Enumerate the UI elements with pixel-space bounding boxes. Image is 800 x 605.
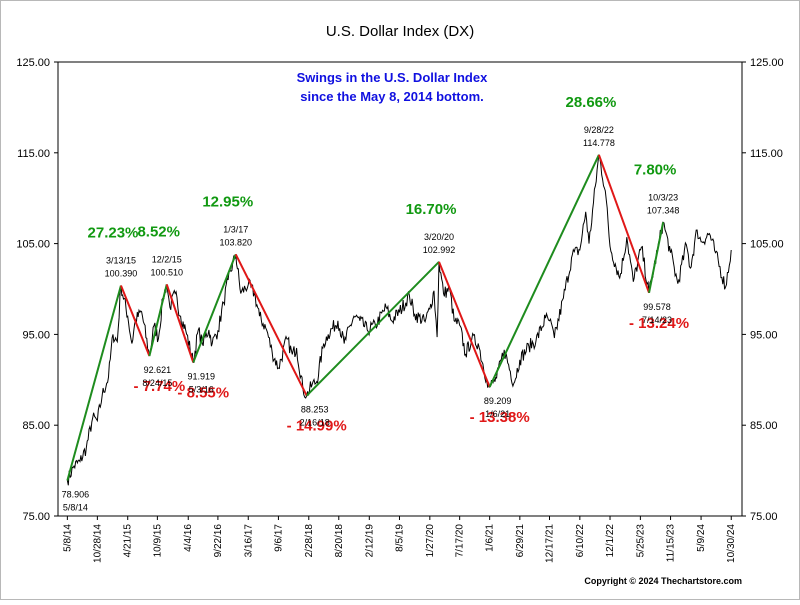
x-axis: 5/8/14 10/28/14 4/21/15 10/9/15 4/4/16 9/22/1…	[62, 516, 737, 563]
x-tick-label: 1/27/20	[425, 524, 436, 558]
swing-low-date-label: 1/6/21	[485, 409, 510, 419]
copyright-text: Copyright © 2024 Thechartstore.com	[584, 576, 742, 586]
down-swing-line	[438, 261, 491, 388]
swing-lines	[66, 154, 665, 481]
y-tick-label-right: 75.00	[750, 511, 778, 523]
price-series-line	[66, 154, 732, 486]
x-tick-label: 1/6/21	[485, 524, 496, 552]
swing-loss-label: - 13.38%	[470, 409, 530, 426]
up-swing-line	[305, 261, 440, 397]
swing-loss-label: - 13.24%	[629, 315, 689, 332]
up-swing-line	[648, 222, 665, 294]
swing-high-value-label: 103.820	[219, 237, 252, 247]
y-axis: 75.00 75.00 85.00 85.00 95.00 95.00 105.00 105.…	[16, 57, 783, 523]
x-tick-label: 9/6/17	[273, 524, 284, 552]
price-line	[66, 154, 732, 486]
swing-point-labels: 78.906 5/8/14 3/13/15 100.390 92.621 8/24/15 1…	[62, 125, 680, 513]
y-tick-label-left: 125.00	[16, 57, 50, 69]
swing-gain-label: 8.52%	[137, 223, 180, 240]
x-tick-label: 4/4/16	[183, 524, 194, 552]
x-tick-label: 5/25/23	[635, 524, 646, 558]
swing-low-value-label: 78.906	[62, 490, 90, 500]
chart-title: U.S. Dollar Index (DX)	[326, 23, 474, 40]
swing-high-value-label: 107.348	[647, 205, 680, 215]
x-tick-label: 6/10/22	[575, 524, 586, 558]
swing-low-date-label: 7/14/23	[642, 315, 672, 325]
swing-gain-label: 28.66%	[565, 94, 616, 111]
swing-gain-label: 12.95%	[202, 193, 253, 210]
annotation-line-2: since the May 8, 2014 bottom.	[300, 89, 484, 104]
y-tick-label-right: 115.00	[750, 148, 783, 160]
x-tick-label: 10/9/15	[152, 524, 163, 558]
swing-high-date-label: 3/20/20	[424, 232, 454, 242]
x-tick-label: 9/22/16	[213, 524, 224, 558]
swing-gain-label: 27.23%	[88, 224, 139, 241]
x-tick-label: 5/8/14	[62, 524, 73, 552]
x-tick-label: 8/5/19	[394, 524, 405, 552]
x-tick-label: 11/15/23	[666, 524, 677, 563]
x-tick-label: 12/17/21	[544, 524, 555, 563]
x-tick-label: 4/21/15	[123, 524, 134, 558]
swing-low-value-label: 99.578	[643, 302, 671, 312]
x-tick-label: 8/20/18	[334, 524, 345, 558]
y-tick-label-right: 85.00	[750, 420, 778, 432]
y-tick-label-right: 95.00	[750, 329, 778, 341]
swing-low-value-label: 92.621	[144, 365, 172, 375]
down-swing-line	[120, 285, 151, 357]
swing-low-date-label: 8/24/15	[142, 378, 172, 388]
annotation-line-1: Swings in the U.S. Dollar Index	[297, 70, 488, 85]
y-tick-label-right: 105.00	[750, 239, 784, 251]
x-tick-label: 2/12/19	[364, 524, 375, 558]
swing-gain-label: 7.80%	[634, 161, 677, 178]
x-tick-label: 2/28/18	[304, 524, 315, 558]
up-swing-line	[66, 285, 122, 481]
swing-high-date-label: 3/13/15	[106, 255, 136, 265]
down-swing-line	[597, 154, 650, 294]
y-tick-label-left: 105.00	[16, 239, 50, 251]
x-tick-label: 12/1/22	[605, 524, 616, 558]
swing-low-value-label: 89.209	[484, 396, 512, 406]
y-tick-label-right: 125.00	[750, 57, 784, 69]
x-tick-label: 5/9/24	[696, 524, 707, 552]
swing-low-value-label: 88.253	[301, 405, 329, 415]
swing-high-value-label: 100.390	[105, 268, 138, 278]
swing-low-date-label: 2/16/18	[300, 418, 330, 428]
swing-high-date-label: 1/3/17	[223, 224, 248, 234]
swing-high-date-label: 12/2/15	[152, 254, 182, 264]
x-tick-label: 10/28/14	[92, 524, 103, 563]
x-tick-label: 10/30/24	[726, 524, 737, 563]
swing-loss-label: - 14.99%	[287, 418, 347, 435]
swing-low-date-label: 5/3/16	[189, 384, 214, 394]
x-tick-label: 7/17/20	[455, 524, 466, 558]
swing-low-value-label: 91.919	[188, 371, 216, 381]
y-tick-label-left: 95.00	[22, 329, 50, 341]
down-swing-line	[234, 253, 308, 397]
swing-high-value-label: 114.778	[583, 138, 615, 148]
swing-high-value-label: 102.992	[423, 245, 456, 255]
up-swing-line	[488, 154, 600, 388]
up-swing-line	[148, 284, 168, 357]
swing-high-value-label: 100.510	[150, 267, 183, 277]
down-swing-line	[165, 284, 195, 363]
x-tick-label: 6/29/21	[515, 524, 526, 558]
y-tick-label-left: 115.00	[17, 148, 50, 160]
up-swing-line	[192, 253, 237, 363]
swing-high-date-label: 10/3/23	[648, 192, 678, 202]
x-tick-label: 3/16/17	[243, 524, 254, 558]
swing-gain-label: 16.70%	[406, 201, 457, 218]
plot-area	[57, 61, 743, 517]
y-tick-label-left: 75.00	[22, 511, 50, 523]
swing-percent-labels: 27.23% - 7.74% 8.52% - 8.55% 12.95% - 14.99% 1…	[88, 94, 690, 435]
swing-high-date-label: 9/28/22	[584, 125, 614, 135]
swing-loss-label: - 8.55%	[177, 384, 229, 401]
y-tick-label-left: 85.00	[22, 420, 50, 432]
swing-low-date-label: 5/8/14	[63, 503, 88, 513]
swing-loss-label: - 7.74%	[134, 378, 186, 395]
